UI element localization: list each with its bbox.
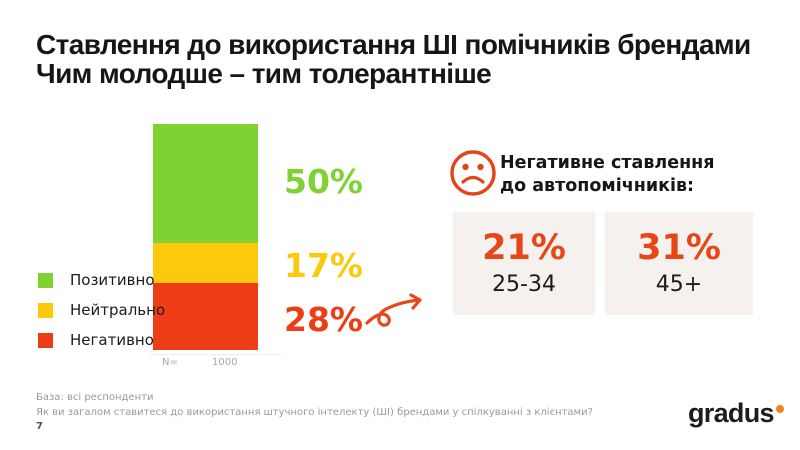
legend-label: Нейтрально [70, 301, 166, 319]
title-line-1: Ставлення до використання ШІ помічників … [36, 29, 751, 60]
stacked-bar [153, 124, 258, 350]
gradus-logo-dot-icon [775, 405, 784, 413]
bar-segment-2 [153, 283, 258, 350]
bar-value-label-neutral: 17% [284, 246, 363, 285]
title-line-2: Чим молодше – тим толерантніше [36, 58, 492, 89]
footer-base: База: всі респонденти [36, 392, 154, 403]
doodle-arrow-icon [364, 292, 430, 340]
base-label: N= [162, 357, 178, 368]
stat-card-45plus: 31% 45+ [605, 212, 753, 315]
bar-value-label-positive: 50% [284, 162, 363, 201]
page-number: 7 [36, 421, 43, 432]
slide-title: Ставлення до використання ШІ помічників … [36, 30, 796, 88]
legend-swatch-icon [38, 332, 53, 348]
footer-question: Як ви загалом ставитеся до використання … [36, 406, 593, 418]
gradus-logo: gradus [688, 397, 784, 429]
legend-item-2: Негативно [38, 331, 165, 349]
panel-heading-line-1: Негативне ставлення [500, 153, 715, 173]
legend-swatch-icon [38, 272, 53, 288]
axis-baseline [150, 354, 281, 355]
gradus-logo-text: gradus [688, 398, 775, 428]
bar-segment-0 [153, 124, 258, 243]
base-value: 1000 [212, 357, 238, 368]
legend-item-0: Позитивно [38, 271, 165, 289]
bar-segment-1 [153, 242, 258, 284]
stat-label: 25-34 [492, 272, 556, 297]
legend-swatch-icon [38, 302, 53, 318]
stat-cards: 21% 25-34 31% 45+ [453, 212, 753, 315]
sad-face-icon [448, 148, 498, 202]
bar-value-label-negative: 28% [284, 300, 363, 339]
panel-heading-line-2: до автопомічників: [500, 176, 695, 196]
legend-label: Позитивно [70, 271, 155, 289]
stat-value: 31% [637, 228, 721, 268]
stat-value: 21% [482, 228, 566, 268]
panel-heading: Негативне ставлення до автопомічників: [500, 152, 715, 198]
legend: Позитивно Нейтрально Негативно [38, 271, 166, 349]
footer-note: База: всі респонденти Як ви загалом став… [36, 391, 593, 420]
legend-label: Негативно [70, 331, 154, 349]
legend-item-1: Нейтрально [38, 301, 166, 319]
stat-label: 45+ [655, 272, 703, 297]
stat-card-25-34: 21% 25-34 [453, 212, 595, 315]
